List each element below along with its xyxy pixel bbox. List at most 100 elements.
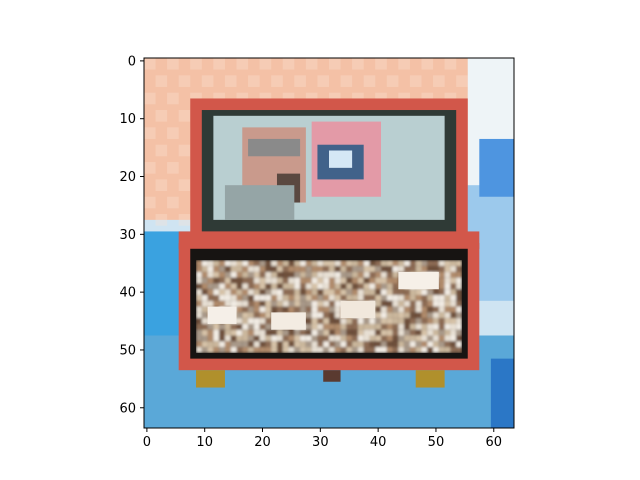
shell-pixel xyxy=(386,329,393,336)
shell-pixel xyxy=(346,323,353,330)
shell-pixel xyxy=(259,277,266,284)
shell-pixel xyxy=(444,271,451,278)
shell-pixel xyxy=(398,318,405,324)
shell-pixel xyxy=(450,347,457,353)
shell-pixel xyxy=(271,306,277,313)
shell-pixel xyxy=(207,323,214,330)
x-axis-ticks: 0 10 20 30 40 50 60 xyxy=(143,428,502,450)
shell-pixel xyxy=(386,300,393,307)
shell-pixel xyxy=(375,300,382,307)
shell-pixel xyxy=(386,260,393,267)
shell-pixel xyxy=(265,329,272,336)
shell-pixel xyxy=(253,318,260,324)
shell-pixel xyxy=(236,329,243,336)
shell-pixel xyxy=(224,283,231,290)
shell-pixel xyxy=(294,300,301,307)
background-pattern-cell xyxy=(144,58,156,70)
shell-pixel xyxy=(294,295,301,301)
shell-pixel xyxy=(386,318,393,324)
shell-pixel xyxy=(224,347,231,353)
shell-pixel xyxy=(282,335,289,342)
shell-pixel xyxy=(357,347,364,353)
shell-pixel xyxy=(311,323,318,330)
shell-pixel xyxy=(398,295,405,301)
shell-pixel xyxy=(409,329,416,336)
shell-pixel xyxy=(288,266,295,272)
shell-pixel xyxy=(317,289,324,296)
shell-pixel xyxy=(248,323,254,330)
shell-pixel xyxy=(444,306,451,313)
shell-pixel xyxy=(201,341,208,348)
shell-pixel xyxy=(219,289,225,296)
shell-pixel xyxy=(363,323,370,330)
shell-pixel xyxy=(201,323,208,330)
y-tick-label: 30 xyxy=(119,228,136,243)
shell-pixel xyxy=(300,289,306,296)
shell-pixel xyxy=(294,329,301,336)
shell-pixel xyxy=(392,266,399,272)
shell-pixel xyxy=(230,323,237,330)
shell-pixel xyxy=(288,260,295,267)
shell-pixel xyxy=(253,323,260,330)
shell-pixel xyxy=(265,300,272,307)
shell-pixel xyxy=(271,329,277,336)
shell-pixel xyxy=(271,260,277,267)
shell-pixel xyxy=(219,266,225,272)
shell-pixel xyxy=(213,323,220,330)
shell-pixel xyxy=(276,300,283,307)
shell-pixel xyxy=(236,260,243,267)
shell-pixel xyxy=(375,347,382,353)
shell-pixel xyxy=(311,266,318,272)
shell-pixel xyxy=(259,271,266,278)
shell-pixel xyxy=(404,335,410,342)
shell-pixel xyxy=(433,318,439,324)
shell-pixel xyxy=(334,271,341,278)
person-glasses xyxy=(248,138,301,157)
shell-pixel xyxy=(456,347,462,353)
shell-pixel xyxy=(381,329,387,336)
shell-pixel xyxy=(369,335,376,342)
shell-pixel xyxy=(433,329,439,336)
shell-pixel xyxy=(219,300,225,307)
shell-pixel xyxy=(392,341,399,348)
shell-pixel xyxy=(357,266,364,272)
shell-pixel xyxy=(381,283,387,290)
shell-pixel xyxy=(253,341,260,348)
y-tick-label: 40 xyxy=(119,286,136,301)
shell-pixel xyxy=(317,341,324,348)
shell-pixel xyxy=(357,323,364,330)
shell-pixel xyxy=(444,277,451,284)
shell-pixel xyxy=(242,283,249,290)
shell-pixel xyxy=(311,271,318,278)
shell-pixel xyxy=(224,323,231,330)
shell-pixel xyxy=(421,323,428,330)
shell-pixel xyxy=(259,341,266,348)
shell-pixel xyxy=(276,277,283,284)
shell-pixel xyxy=(334,283,341,290)
shell-pixel xyxy=(357,335,364,342)
shell-pixel xyxy=(230,300,237,307)
shell-pixel xyxy=(363,318,370,324)
shell-pixel xyxy=(392,329,399,336)
shell-pixel xyxy=(450,289,457,296)
shell-pixel xyxy=(329,295,335,301)
shell-pixel xyxy=(381,300,387,307)
shell-pixel xyxy=(259,347,266,353)
background-pattern-cell xyxy=(375,58,387,70)
shell-pixel xyxy=(334,329,341,336)
background-pattern-cell xyxy=(363,75,376,87)
shell-pixel xyxy=(265,271,272,278)
shell-pixel xyxy=(265,277,272,284)
shell-pixel xyxy=(196,318,202,324)
shell-pixel xyxy=(294,347,301,353)
shell-pixel xyxy=(236,283,243,290)
shell-pixel xyxy=(323,260,329,267)
shell-pixel xyxy=(259,329,266,336)
shell-pixel xyxy=(311,329,318,336)
shell-pixel xyxy=(288,306,295,313)
shell-pixel xyxy=(369,329,376,336)
shell-pixel xyxy=(444,335,451,342)
shell-pixel xyxy=(242,341,249,348)
shell-pixel xyxy=(236,306,243,313)
